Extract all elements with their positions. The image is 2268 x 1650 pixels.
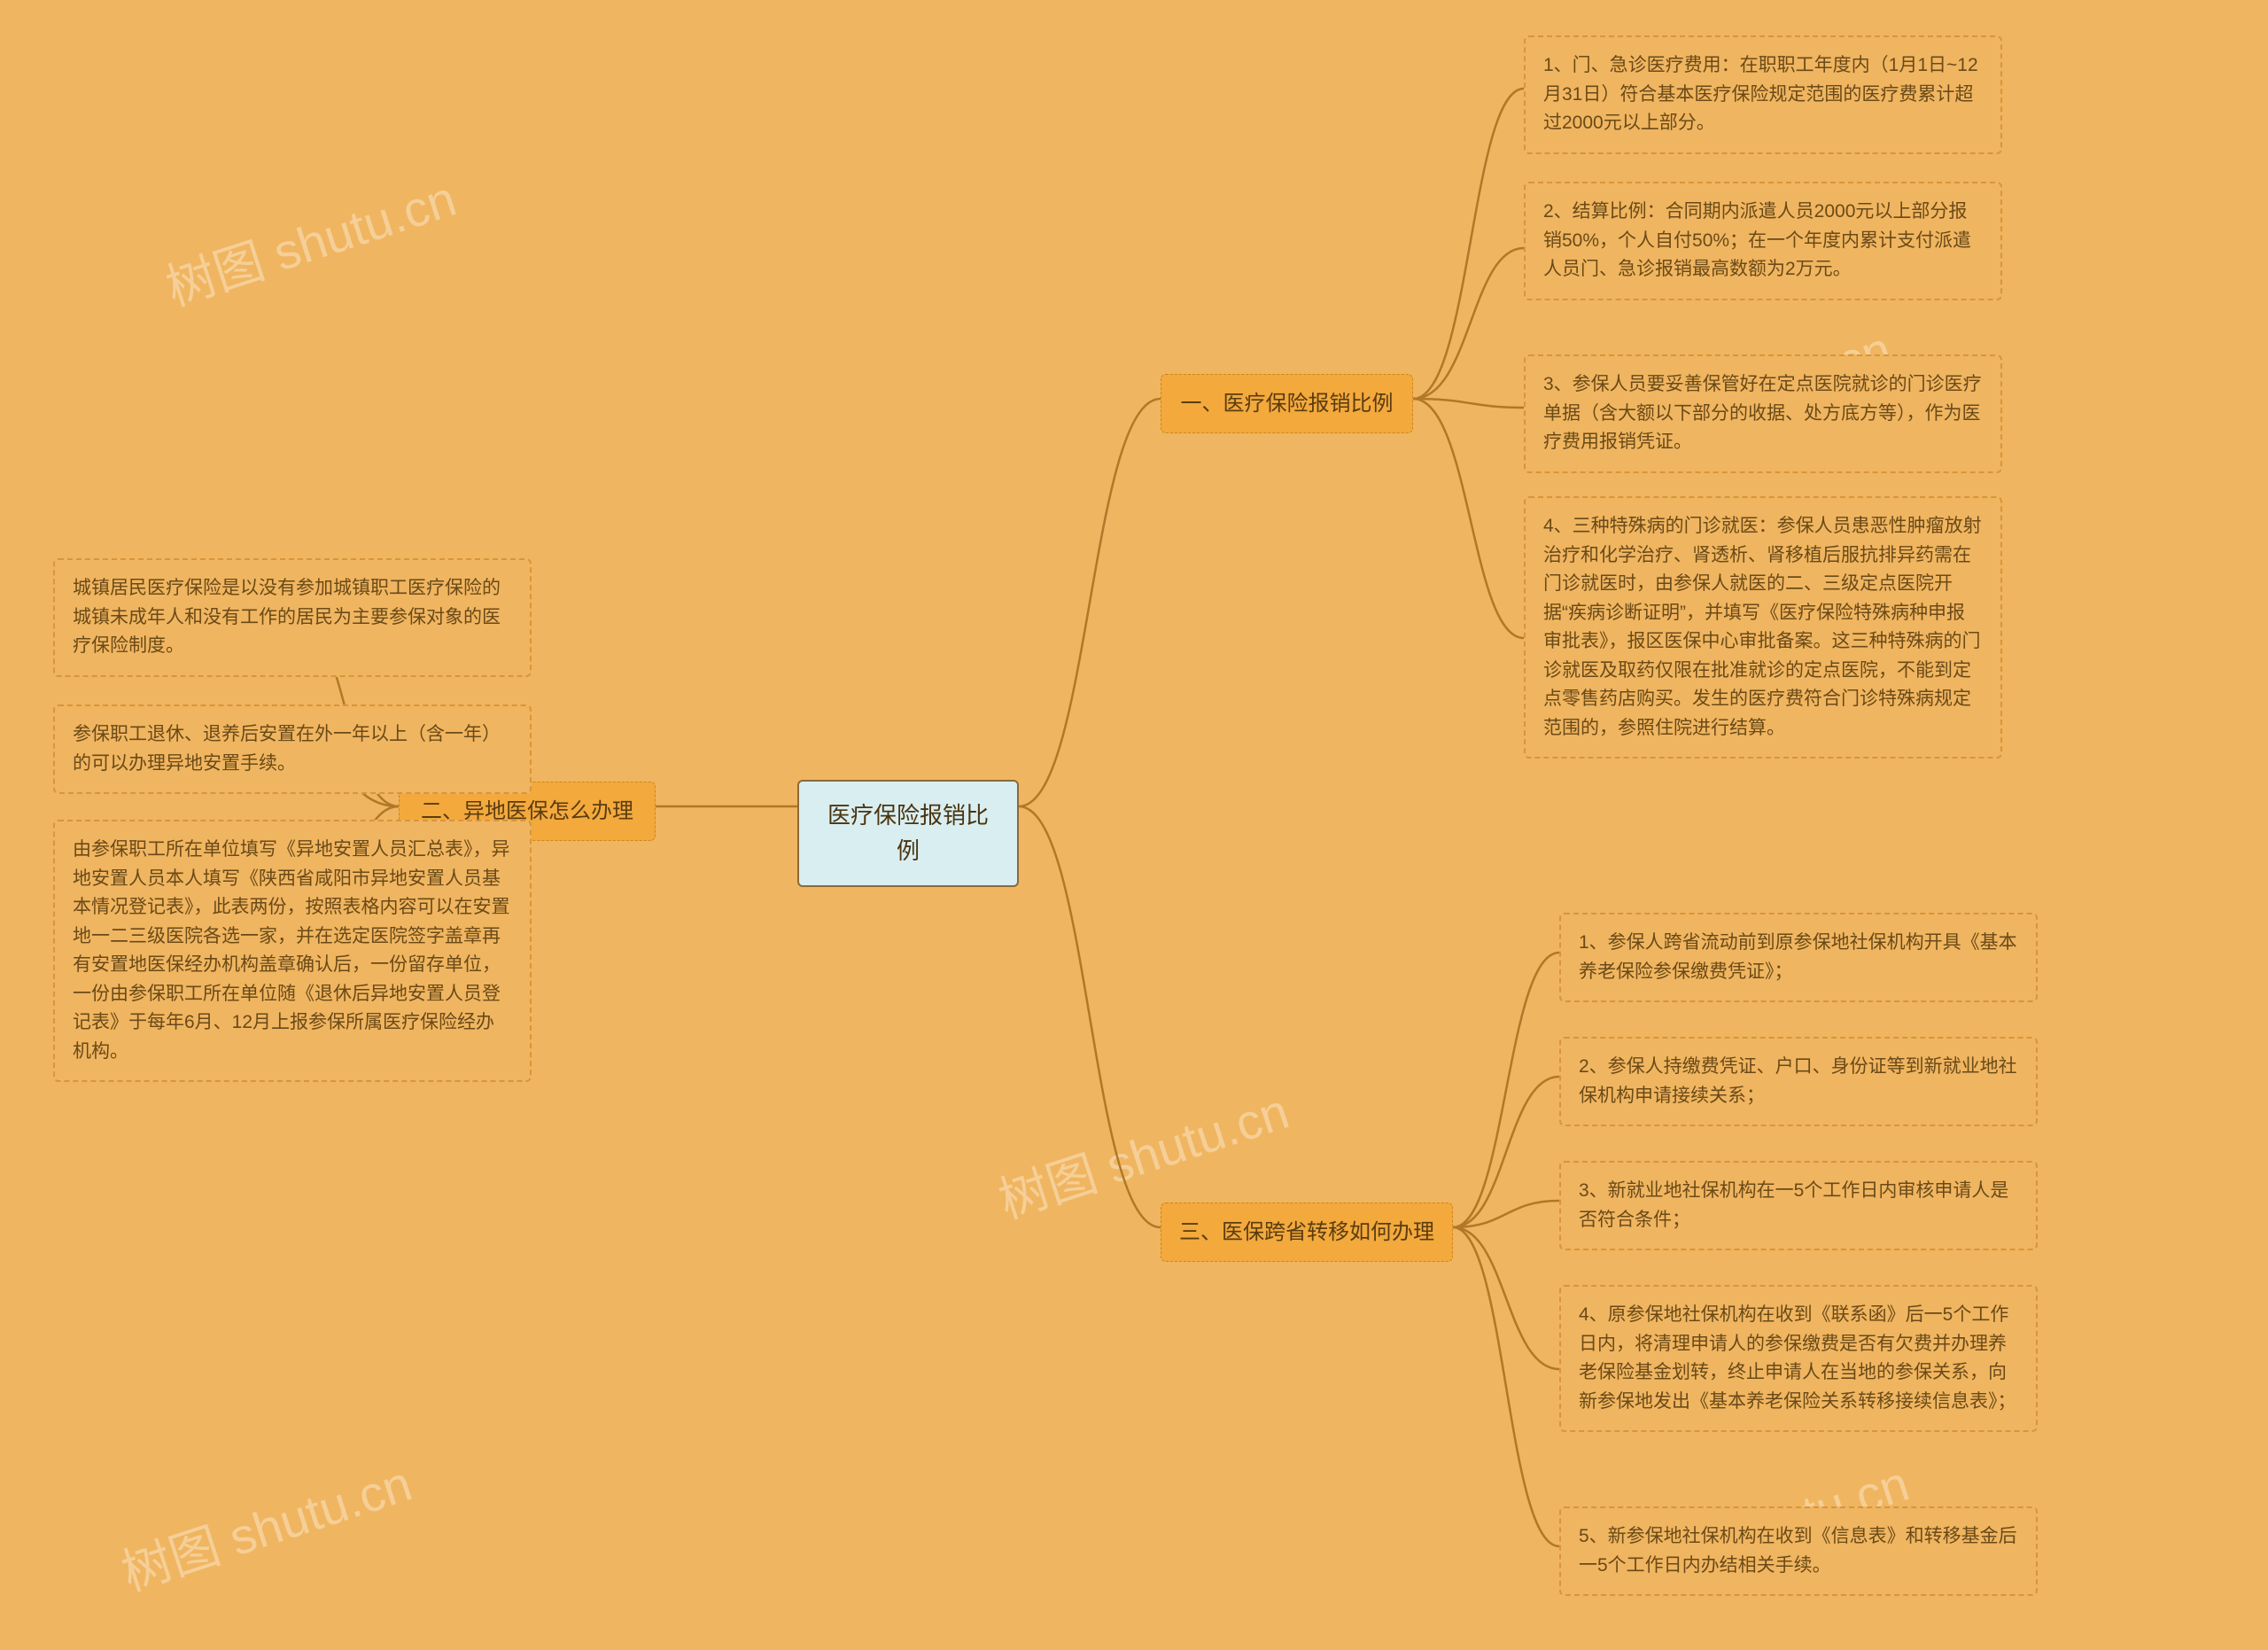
leaf-b2-3: 由参保职工所在单位填写《异地安置人员汇总表》，异地安置人员本人填写《陕西省咸阳市… [53,820,532,1082]
mindmap-canvas: 树图 shutu.cn 树图 shutu.cn 树图 shutu.cn 树图 s… [0,0,2268,1650]
leaf-b1-3: 3、参保人员要妥善保管好在定点医院就诊的门诊医疗单据（含大额以下部分的收据、处方… [1524,354,2002,473]
branch-1[interactable]: 一、医疗保险报销比例 [1161,374,1413,433]
watermark: 树图 shutu.cn [112,1444,420,1606]
branch-3[interactable]: 三、医保跨省转移如何办理 [1161,1202,1453,1262]
leaf-b3-3: 3、新就业地社保机构在一5个工作日内审核申请人是否符合条件； [1559,1161,2038,1250]
leaf-b1-1: 1、门、急诊医疗费用：在职职工年度内（1月1日~12月31日）符合基本医疗保险规… [1524,35,2002,154]
root-node[interactable]: 医疗保险报销比例 [797,780,1019,887]
leaf-b1-2: 2、结算比例：合同期内派遣人员2000元以上部分报销50%，个人自付50%；在一… [1524,182,2002,300]
leaf-b3-2: 2、参保人持缴费凭证、户口、身份证等到新就业地社保机构申请接续关系； [1559,1037,2038,1126]
leaf-b1-4: 4、三种特殊病的门诊就医：参保人员患恶性肿瘤放射治疗和化学治疗、肾透析、肾移植后… [1524,496,2002,759]
leaf-b2-1: 城镇居民医疗保险是以没有参加城镇职工医疗保险的城镇未成年人和没有工作的居民为主要… [53,558,532,677]
watermark: 树图 shutu.cn [156,160,464,321]
leaf-b2-2: 参保职工退休、退养后安置在外一年以上（含一年）的可以办理异地安置手续。 [53,704,532,794]
leaf-b3-1: 1、参保人跨省流动前到原参保地社保机构开具《基本养老保险参保缴费凭证》； [1559,913,2038,1002]
leaf-b3-4: 4、原参保地社保机构在收到《联系函》后一5个工作日内，将清理申请人的参保缴费是否… [1559,1285,2038,1432]
leaf-b3-5: 5、新参保地社保机构在收到《信息表》和转移基金后一5个工作日内办结相关手续。 [1559,1506,2038,1596]
